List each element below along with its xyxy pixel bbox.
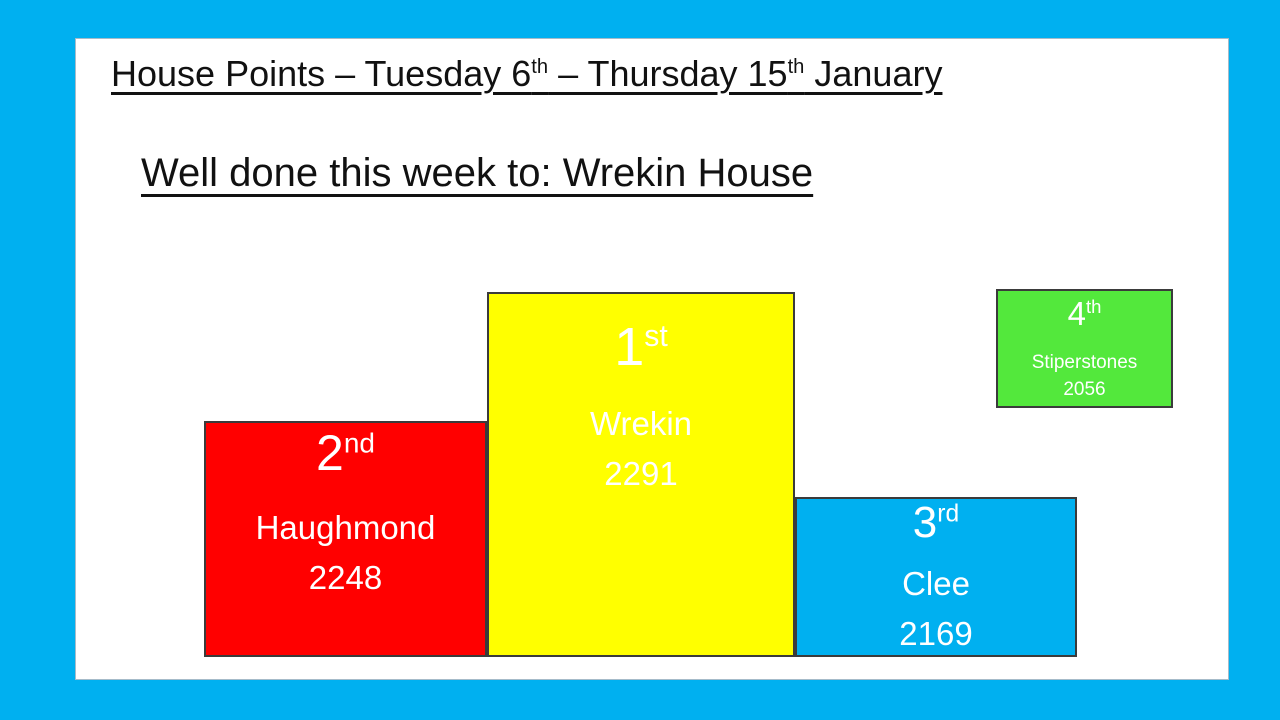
podium-box-4th-place: 4th Stiperstones 2056 — [996, 289, 1173, 408]
rank-ordinal-suffix: nd — [343, 427, 375, 459]
rank-ordinal-suffix: st — [644, 320, 668, 353]
title-ordinal-suffix-2: th — [787, 56, 805, 78]
title-ordinal-suffix-1: th — [531, 56, 549, 78]
podium-box-1st-place: 1st Wrekin 2291 — [487, 292, 795, 657]
rank-label-2nd: 2nd — [206, 426, 485, 481]
rank-ordinal-suffix: rd — [937, 500, 960, 528]
podium-box-2nd-place: 2nd Haughmond 2248 — [204, 421, 487, 657]
house-name-clee: Clee — [902, 565, 970, 603]
house-points-haughmond: 2248 — [308, 558, 383, 596]
house-name-stiperstones: Stiperstones — [1031, 352, 1138, 374]
slide-subtitle: Well done this week to: Wrekin House — [141, 151, 814, 195]
rank-label-3rd: 3rd — [797, 498, 1075, 547]
title-part-2: – Thursday 15 — [548, 53, 788, 94]
rank-ordinal-suffix: th — [1085, 296, 1102, 317]
rank-number: 3 — [912, 498, 938, 547]
rank-label-4th: 4th — [998, 295, 1171, 332]
slide-title: House Points – Tuesday 6th – Thursday 15… — [111, 53, 942, 95]
house-name-haughmond: Haughmond — [255, 509, 436, 546]
house-points-clee: 2169 — [899, 614, 973, 652]
podium-box-3rd-place: 3rd Clee 2169 — [795, 497, 1077, 657]
title-part-3: January — [804, 53, 943, 94]
rank-label-1st: 1st — [489, 317, 793, 377]
rank-number: 4 — [1067, 295, 1086, 332]
house-name-wrekin: Wrekin — [589, 405, 693, 443]
house-points-wrekin: 2291 — [604, 454, 678, 492]
rank-number: 1 — [614, 317, 645, 377]
title-part-1: House Points – Tuesday 6 — [111, 53, 532, 94]
rank-number: 2 — [316, 425, 344, 481]
house-points-stiperstones: 2056 — [1063, 378, 1106, 400]
